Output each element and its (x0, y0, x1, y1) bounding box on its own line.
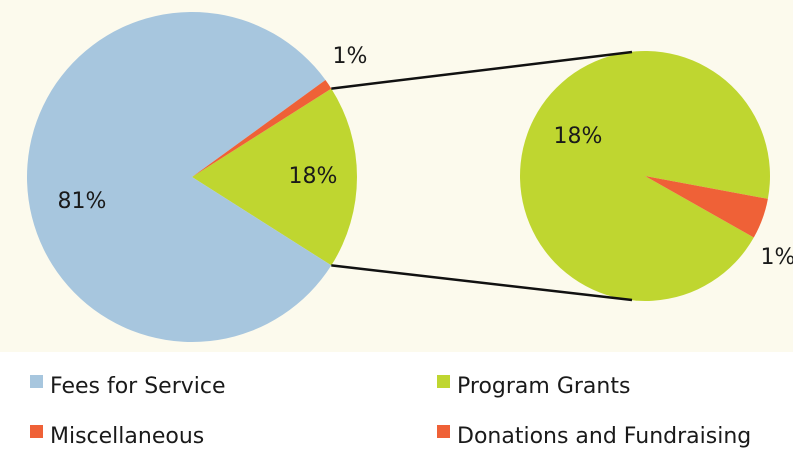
pie-slice (26, 11, 332, 342)
pies (26, 11, 770, 342)
labels: 18% 81% 1% 18% 1% (58, 44, 793, 270)
pie-slice (192, 80, 332, 177)
legend-swatch (30, 375, 43, 388)
legend-label: Fees for Service (50, 374, 226, 399)
legend-swatch (437, 375, 450, 388)
legend: Fees for Service Program Grants Miscellane… (30, 374, 751, 449)
data-label: 1% (333, 44, 368, 69)
connector-line (331, 50, 633, 90)
legend-swatch (437, 425, 450, 438)
data-label: 1% (761, 245, 793, 270)
legend-label: Donations and Fundraising (457, 424, 751, 449)
data-label: 81% (58, 189, 107, 214)
connector-line (331, 264, 633, 302)
pie-slice (645, 176, 768, 238)
data-label: 18% (554, 124, 603, 149)
pie-slice (192, 88, 357, 266)
legend-label: Miscellaneous (50, 424, 204, 449)
legend-label: Program Grants (457, 374, 630, 399)
legend-swatch (30, 425, 43, 438)
data-label: 18% (289, 164, 338, 189)
